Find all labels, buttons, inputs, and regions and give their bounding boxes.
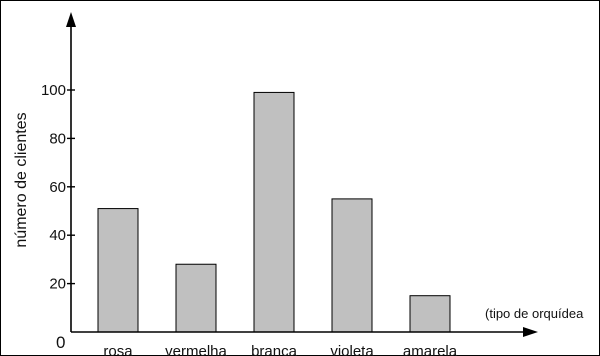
y-tick-label-60: 60 xyxy=(49,179,66,196)
x-axis-label: (tipo de orquídea xyxy=(485,306,584,321)
category-label-amarela: amarela xyxy=(403,343,458,356)
origin-label: 0 xyxy=(56,333,65,352)
category-label-vermelha: vermelha xyxy=(165,343,227,356)
x-categories-group: rosa vermelha branca violeta amarela xyxy=(103,343,457,356)
bar-rosa xyxy=(97,208,139,333)
category-label-violeta: violeta xyxy=(330,343,374,356)
bar-branca xyxy=(253,91,295,333)
y-tick-label-20: 20 xyxy=(49,276,66,293)
y-tick-label-80: 80 xyxy=(49,130,66,147)
category-label-branca: branca xyxy=(251,343,298,356)
bar-amarela xyxy=(409,295,451,333)
y-ticks-group: 20 40 60 80 100 xyxy=(41,82,75,293)
y-tick-label-100: 100 xyxy=(41,82,66,99)
x-axis-arrow xyxy=(523,327,538,337)
y-axis-arrow xyxy=(66,12,76,27)
bar-violeta xyxy=(331,198,373,333)
bar-vermelha xyxy=(175,263,217,333)
y-axis-label: número de clientes xyxy=(13,112,30,247)
bars-group xyxy=(97,91,451,333)
y-tick-label-40: 40 xyxy=(49,227,66,244)
category-label-rosa: rosa xyxy=(103,343,133,356)
